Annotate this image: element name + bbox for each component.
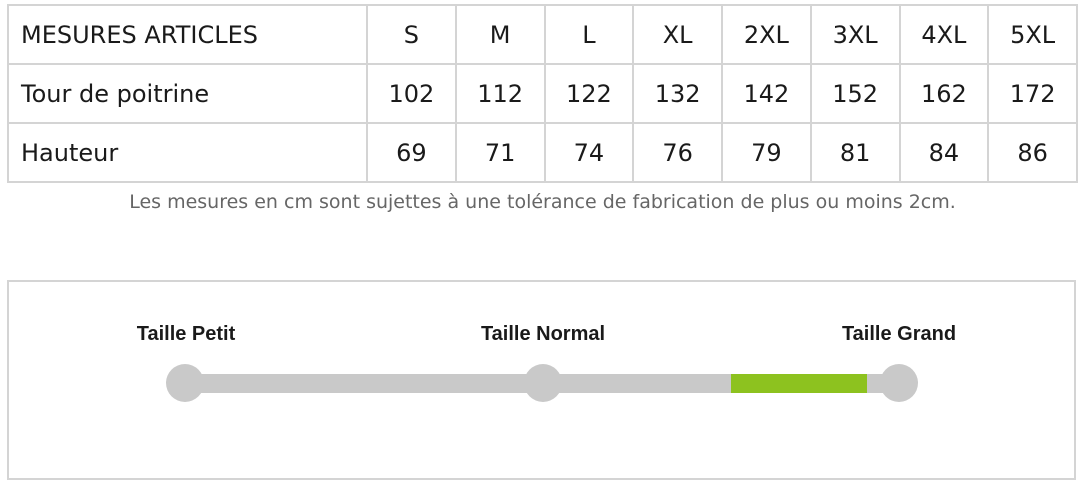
size-cell: 152 — [809, 63, 901, 124]
size-cell: 71 — [454, 122, 546, 183]
table-header-row: MESURES ARTICLES S M L XL 2XL 3XL 4XL 5XL — [7, 4, 1078, 65]
size-cell: 86 — [987, 122, 1078, 183]
label-taille-grand: Taille Grand — [841, 323, 957, 345]
scale-marker-grand — [880, 364, 918, 402]
label-taille-normal: Taille Normal — [480, 323, 606, 345]
size-cell: 3XL — [809, 4, 901, 65]
size-cell: 79 — [721, 122, 812, 183]
size-cell: 102 — [366, 63, 457, 124]
size-cell: L — [543, 4, 635, 65]
size-cell: 81 — [809, 122, 901, 183]
row-label-cell: Tour de poitrine — [7, 63, 368, 124]
size-cell: S — [366, 4, 457, 65]
size-cell: 112 — [454, 63, 546, 124]
size-cell: 172 — [987, 63, 1078, 124]
size-cell: 76 — [632, 122, 723, 183]
size-cell: 122 — [543, 63, 635, 124]
size-cell: 2XL — [721, 4, 812, 65]
size-cell: M — [454, 4, 546, 65]
size-cell: XL — [632, 4, 723, 65]
size-cell: 4XL — [898, 4, 990, 65]
size-cell: 142 — [721, 63, 812, 124]
scale-marker-petit — [166, 364, 204, 402]
size-cell: 74 — [543, 122, 635, 183]
table-row: Hauteur 69 71 74 76 79 81 84 86 — [7, 122, 1078, 183]
size-cell: 162 — [898, 63, 990, 124]
size-scale-highlight — [731, 374, 867, 393]
row-label-cell: Hauteur — [7, 122, 368, 183]
tolerance-note: Les mesures en cm sont sujettes à une to… — [129, 191, 956, 213]
scale-marker-normal — [524, 364, 562, 402]
label-taille-petit: Taille Petit — [136, 323, 236, 345]
size-cell: 132 — [632, 63, 723, 124]
table-row: Tour de poitrine 102 112 122 132 142 152 162 172 — [7, 63, 1078, 124]
size-cell: 84 — [898, 122, 990, 183]
size-chart-table: MESURES ARTICLES S M L XL 2XL 3XL 4XL 5XL Tour de… — [7, 4, 1078, 183]
size-cell: 5XL — [987, 4, 1078, 65]
size-cell: 69 — [366, 122, 457, 183]
row-label-cell: MESURES ARTICLES — [7, 4, 368, 65]
